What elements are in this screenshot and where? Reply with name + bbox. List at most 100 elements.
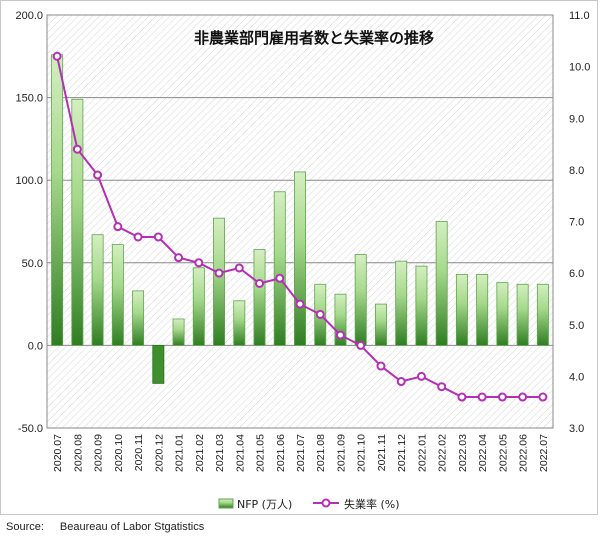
x-tick-label: 2021.08 <box>315 434 327 472</box>
nfp-bar <box>213 217 226 346</box>
x-tick-label: 2021.01 <box>174 434 186 472</box>
unemployment-point <box>518 392 528 402</box>
nfp-bar <box>152 344 165 384</box>
x-tick-label: 2021.07 <box>295 434 307 472</box>
left-tick-label: 150.0 <box>15 93 43 105</box>
nfp-bar <box>354 254 367 346</box>
unemployment-point <box>153 232 163 242</box>
x-tick-label: 2022.06 <box>518 434 530 472</box>
nfp-bar <box>111 244 124 346</box>
left-tick-label: 100.0 <box>15 175 43 187</box>
nfp-bar <box>516 283 529 346</box>
unemployment-point <box>93 170 103 180</box>
nfp-bar <box>172 318 185 346</box>
unemployment-point <box>52 51 62 61</box>
right-tick-label: 8.0 <box>569 165 584 177</box>
right-tick-label: 11.0 <box>569 10 590 22</box>
nfp-bar <box>374 303 387 346</box>
source-text: Beaureau of Labor Stgatistics <box>59 521 205 533</box>
nfp-bar <box>132 290 145 346</box>
legend-bar-swatch <box>218 498 234 509</box>
right-tick-label: 5.0 <box>569 320 584 332</box>
unemployment-point <box>72 144 82 154</box>
x-tick-label: 2021.02 <box>194 434 206 472</box>
nfp-bar <box>91 234 104 346</box>
nfp-bar <box>455 273 468 346</box>
unemployment-point <box>396 377 406 387</box>
chart: -50.0 0.0 50.0 100.0 150.0 200.0 3.0 4.0 5.0 6.0… <box>15 10 590 511</box>
right-tick-label: 6.0 <box>569 268 584 280</box>
right-tick-label: 4.0 <box>569 371 584 383</box>
x-tick-label: 2020.11 <box>133 434 145 471</box>
unemployment-point <box>538 392 548 402</box>
x-tick-label: 2020.12 <box>153 434 165 472</box>
x-tick-label: 2021.04 <box>234 434 246 472</box>
right-tick-label: 7.0 <box>569 217 584 229</box>
x-tick-label: 2022.03 <box>457 434 469 472</box>
x-tick-label: 2021.06 <box>275 434 287 472</box>
unemployment-point <box>275 273 285 283</box>
x-tick-label: 2022.01 <box>416 434 428 472</box>
left-tick-label: -50.0 <box>18 423 43 435</box>
legend: NFP (万人) 失業率 (%) <box>218 497 400 511</box>
x-tick-label: 2020.10 <box>113 434 125 472</box>
unemployment-point <box>437 382 447 392</box>
unemployment-point <box>457 392 467 402</box>
chart-frame: -50.0 0.0 50.0 100.0 150.0 200.0 3.0 4.0 5.0 6.0… <box>0 0 598 515</box>
nfp-bar <box>51 54 64 346</box>
unemployment-point <box>416 371 426 381</box>
x-tick-label: 2021.09 <box>335 434 347 472</box>
x-tick-label: 2020.08 <box>72 434 84 472</box>
x-tick-label: 2020.07 <box>52 434 64 472</box>
nfp-bar <box>435 221 448 346</box>
x-tick-label: 2021.03 <box>214 434 226 472</box>
legend-line-marker <box>321 498 331 508</box>
unemployment-point <box>376 361 386 371</box>
x-tick-label: 2022.04 <box>477 434 489 472</box>
x-tick-label: 2022.07 <box>538 434 550 472</box>
x-tick-label: 2022.05 <box>497 434 509 472</box>
unemployment-point <box>315 309 325 319</box>
left-tick-label: 50.0 <box>22 258 43 270</box>
x-tick-label: 2020.09 <box>93 434 105 472</box>
nfp-bar <box>334 293 347 346</box>
right-tick-label: 9.0 <box>569 113 584 125</box>
right-tick-label: 10.0 <box>569 62 590 74</box>
nfp-bar <box>233 300 246 346</box>
left-axis-ticks: -50.0 0.0 50.0 100.0 150.0 200.0 <box>15 10 43 435</box>
x-tick-label: 2021.05 <box>255 434 267 472</box>
left-tick-label: 200.0 <box>15 10 43 22</box>
right-tick-label: 3.0 <box>569 423 584 435</box>
unemployment-point <box>174 253 184 263</box>
nfp-bar <box>415 265 428 346</box>
unemployment-point <box>234 263 244 273</box>
nfp-bar <box>395 260 408 346</box>
x-axis-ticks: 2020.07 2020.08 2020.09 2020.10 2020.11 2020.… <box>52 434 550 472</box>
unemployment-point <box>295 299 305 309</box>
nfp-bar <box>192 267 205 346</box>
x-tick-label: 2021.12 <box>396 434 408 472</box>
nfp-bar <box>294 171 306 346</box>
unemployment-point <box>497 392 507 402</box>
unemployment-point <box>133 232 143 242</box>
unemployment-point <box>214 268 224 278</box>
unemployment-point <box>477 392 487 402</box>
nfp-bar <box>536 283 549 346</box>
x-tick-label: 2021.11 <box>376 434 388 471</box>
source-label: Source: <box>6 521 44 533</box>
nfp-bar <box>476 273 489 346</box>
unemployment-point <box>335 330 345 340</box>
nfp-bar <box>253 249 266 346</box>
unemployment-point <box>194 258 204 268</box>
nfp-bar <box>273 191 286 346</box>
x-tick-label: 2022.02 <box>437 434 449 472</box>
chart-title: 非農業部門雇用者数と失業率の推移 <box>194 29 434 47</box>
unemployment-point <box>113 222 123 232</box>
legend-line-label: 失業率 (%) <box>344 497 400 511</box>
unemployment-point <box>255 278 265 288</box>
x-tick-label: 2021.10 <box>356 434 368 472</box>
left-tick-label: 0.0 <box>28 340 43 352</box>
nfp-bar <box>496 282 509 346</box>
source-line: Source: Beaureau of Labor Stgatistics <box>6 521 204 533</box>
right-axis-ticks: 3.0 4.0 5.0 6.0 7.0 8.0 9.0 10.0 11.0 <box>569 10 590 435</box>
